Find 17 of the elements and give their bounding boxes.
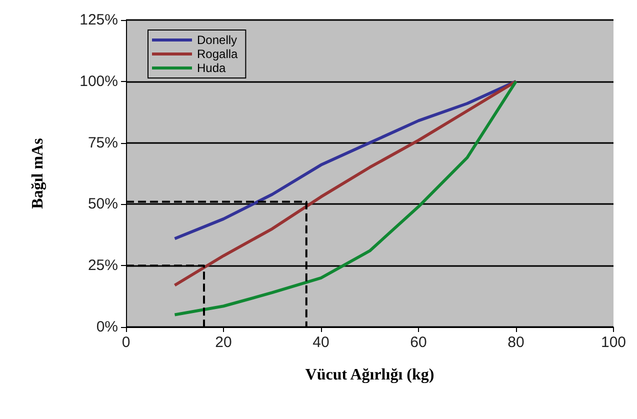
y-axis-title: Bağıl mAs: [30, 138, 46, 209]
y-tick-label: 75%: [88, 134, 118, 152]
y-tick-label: 0%: [96, 318, 118, 336]
legend-label: Rogalla: [197, 47, 238, 61]
x-tick-label: 0: [122, 334, 130, 351]
x-tick-label: 60: [410, 334, 427, 351]
x-axis-title: Vücut Ağırlığı (kg): [305, 366, 434, 384]
x-tick-label: 100: [600, 334, 626, 351]
y-tick-label: 25%: [88, 257, 118, 274]
legend-label: Donelly: [197, 33, 238, 47]
x-tick-label: 80: [508, 334, 524, 351]
y-tick-label: 125%: [80, 12, 118, 28]
x-tick-label: 40: [312, 334, 330, 351]
y-tick-label: 100%: [80, 72, 118, 90]
x-tick-label: 20: [215, 334, 232, 351]
y-tick-label: 50%: [88, 196, 118, 213]
legend-label: Huda: [197, 61, 226, 75]
